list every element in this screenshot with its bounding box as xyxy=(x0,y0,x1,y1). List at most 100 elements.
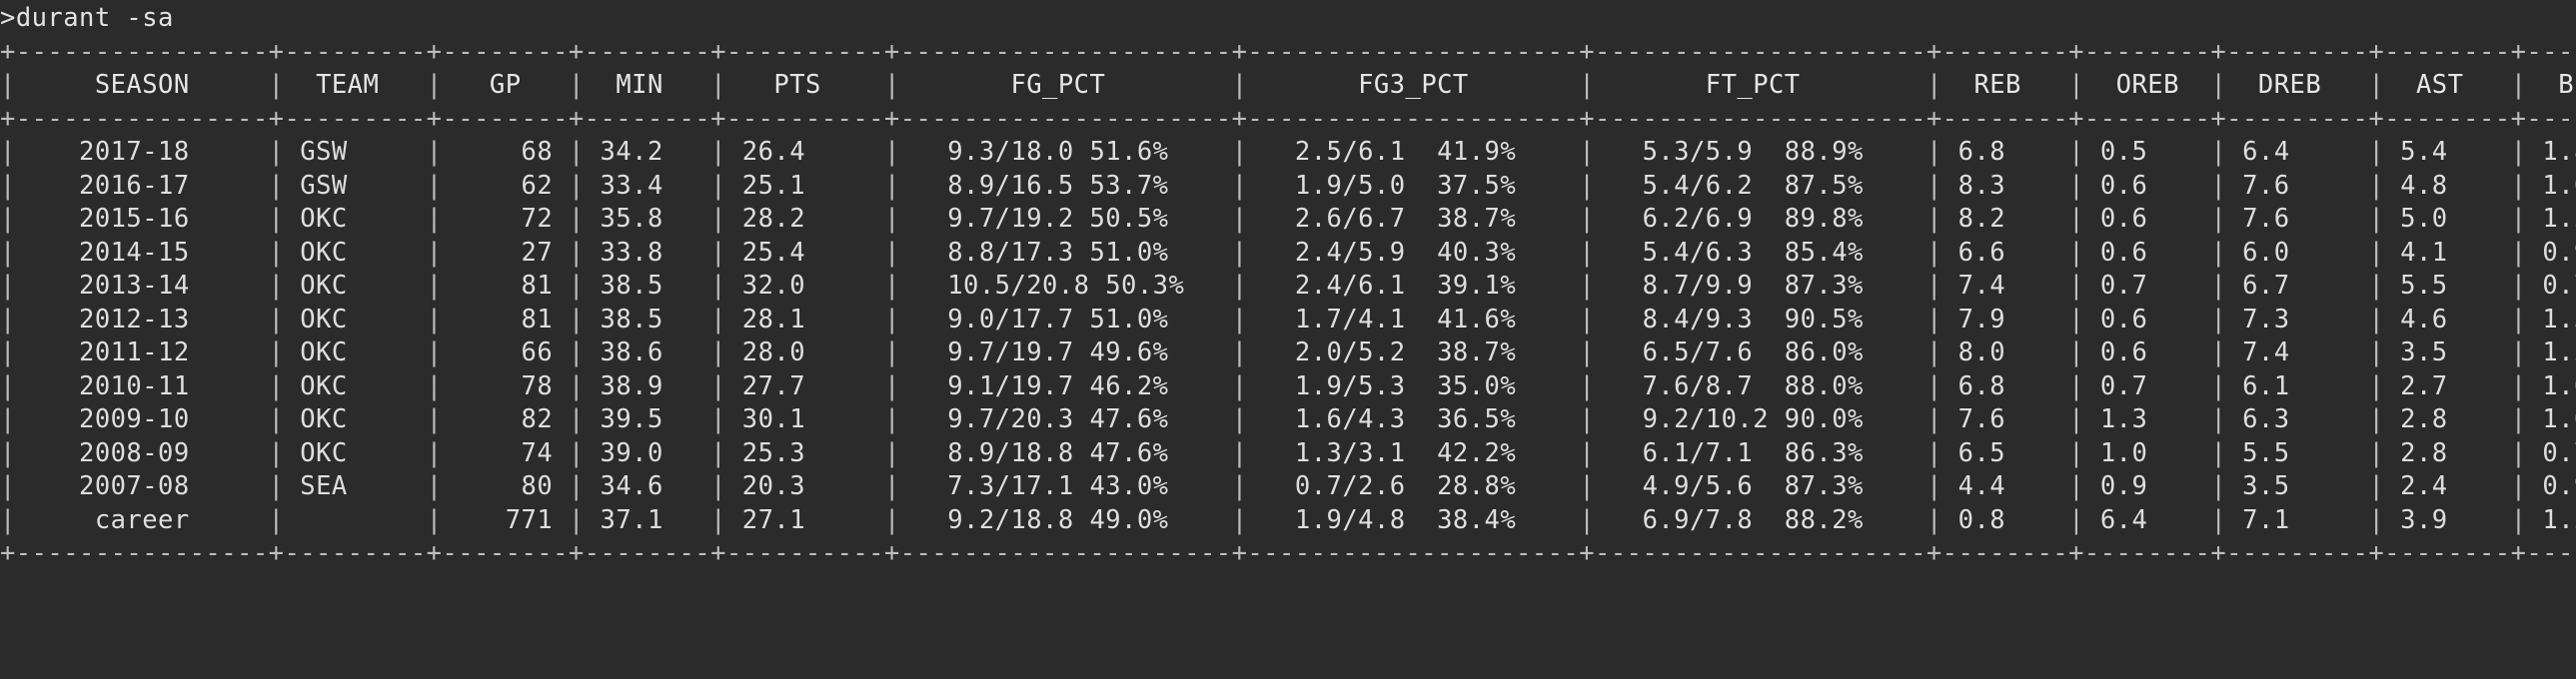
cell-fg3_pct: 2.6/6.7 38.7% xyxy=(1247,204,1580,234)
cell-season: career xyxy=(15,504,269,535)
prompt-symbol: > xyxy=(0,3,16,33)
cell-blk: 1.0 xyxy=(2542,370,2576,401)
cell-dreb: 6.4 xyxy=(2226,137,2369,167)
cell-fg_pct: 9.7/19.7 49.6% xyxy=(899,338,1232,367)
table-row: | 2008-09 | OKC | 74 | 39.0 | 25.3 | 8.9… xyxy=(0,437,2576,471)
cell-season: 2017-18 xyxy=(15,137,269,167)
stats-table: +----------------+---------+--------+---… xyxy=(0,36,2576,571)
cell-reb: 0.8 xyxy=(1941,504,2069,535)
cell-ft_pct: 7.6/8.7 88.0% xyxy=(1595,370,1928,401)
cell-ft_pct: 6.5/7.6 86.0% xyxy=(1595,338,1928,367)
cell-ast: 5.5 xyxy=(2384,271,2511,301)
cell-dreb: 3.5 xyxy=(2226,471,2369,501)
cell-team: GSW xyxy=(284,170,427,201)
cell-blk: 0.7 xyxy=(2542,437,2576,468)
cell-season: 2009-10 xyxy=(15,404,269,434)
cell-team: OKC xyxy=(284,304,427,335)
cell-dreb: 7.3 xyxy=(2226,304,2369,335)
cell-ft_pct: 6.1/7.1 86.3% xyxy=(1595,437,1928,468)
cell-ft_pct: 5.4/6.2 87.5% xyxy=(1595,170,1928,201)
cell-oreb: 0.6 xyxy=(2084,338,2211,367)
cell-oreb: 0.6 xyxy=(2084,304,2211,335)
cell-season: 2016-17 xyxy=(15,170,269,201)
cell-blk: 1.3 xyxy=(2542,304,2576,335)
table-row: | 2009-10 | OKC | 82 | 39.5 | 30.1 | 9.7… xyxy=(0,403,2576,437)
cell-fg3_pct: 1.9/5.0 37.5% xyxy=(1247,170,1580,201)
cell-gp: 82 xyxy=(442,404,569,434)
cell-pts: 30.1 xyxy=(725,404,885,434)
cell-reb: 8.3 xyxy=(1941,170,2069,201)
cell-oreb: 0.7 xyxy=(2084,271,2211,301)
cell-gp: 66 xyxy=(442,338,569,367)
table-row: | 2015-16 | OKC | 72 | 35.8 | 28.2 | 9.7… xyxy=(0,203,2576,237)
cell-min: 39.0 xyxy=(584,437,711,468)
header-reb: REB xyxy=(1941,70,2069,100)
header-min: MIN xyxy=(584,70,711,100)
cell-dreb: 6.0 xyxy=(2226,237,2369,268)
cell-reb: 6.6 xyxy=(1941,237,2069,268)
cell-min: 35.8 xyxy=(584,204,711,234)
table-row: | 2011-12 | OKC | 66 | 38.6 | 28.0 | 9.7… xyxy=(0,337,2576,370)
cell-dreb: 7.6 xyxy=(2226,170,2369,201)
cell-blk: 1.0 xyxy=(2542,404,2576,434)
cell-min: 38.5 xyxy=(584,304,711,335)
cell-ast: 2.8 xyxy=(2384,404,2511,434)
cell-team: OKC xyxy=(284,271,427,301)
cell-oreb: 1.0 xyxy=(2084,437,2211,468)
cell-ft_pct: 5.3/5.9 88.9% xyxy=(1595,137,1928,167)
command-text: durant -sa xyxy=(15,3,174,33)
cell-fg_pct: 9.1/19.7 46.2% xyxy=(899,370,1232,401)
cell-pts: 25.4 xyxy=(725,237,885,268)
cell-season: 2008-09 xyxy=(15,437,269,468)
cell-fg_pct: 8.8/17.3 51.0% xyxy=(899,237,1232,268)
cell-fg3_pct: 2.0/5.2 38.7% xyxy=(1247,338,1580,367)
cell-pts: 28.2 xyxy=(725,204,885,234)
cell-fg3_pct: 1.3/3.1 42.2% xyxy=(1247,437,1580,468)
cell-fg3_pct: 0.7/2.6 28.8% xyxy=(1247,471,1580,501)
cell-fg3_pct: 1.9/5.3 35.0% xyxy=(1247,370,1580,401)
cell-fg_pct: 9.7/20.3 47.6% xyxy=(899,404,1232,434)
command-line: >durant -sa xyxy=(0,2,2576,36)
cell-gp: 68 xyxy=(442,137,569,167)
cell-reb: 8.2 xyxy=(1941,204,2069,234)
header-blk: BLK xyxy=(2558,70,2576,100)
cell-ast: 2.8 xyxy=(2384,437,2511,468)
cell-ft_pct: 6.9/7.8 88.2% xyxy=(1595,504,1928,535)
cell-blk: 1.8 xyxy=(2542,137,2576,167)
cell-blk: 0.9 xyxy=(2542,471,2576,501)
table-row: | 2016-17 | GSW | 62 | 33.4 | 25.1 | 8.9… xyxy=(0,170,2576,204)
cell-season: 2013-14 xyxy=(15,271,269,301)
table-row: | 2007-08 | SEA | 80 | 34.6 | 20.3 | 7.3… xyxy=(0,470,2576,504)
header-dreb: DREB xyxy=(2226,70,2369,100)
header-season: SEASON xyxy=(15,70,269,100)
cell-gp: 78 xyxy=(442,370,569,401)
cell-reb: 7.4 xyxy=(1941,271,2069,301)
cell-ft_pct: 8.7/9.9 87.3% xyxy=(1595,271,1928,301)
cell-oreb: 0.6 xyxy=(2084,237,2211,268)
cell-gp: 27 xyxy=(442,237,569,268)
cell-team: OKC xyxy=(284,237,427,268)
cell-fg_pct: 9.3/18.0 51.6% xyxy=(899,137,1232,167)
cell-blk: 1.2 xyxy=(2542,204,2576,234)
cell-fg_pct: 9.2/18.8 49.0% xyxy=(899,504,1232,535)
table-row: | 2017-18 | GSW | 68 | 34.2 | 26.4 | 9.3… xyxy=(0,136,2576,170)
cell-blk: 1.2 xyxy=(2542,504,2576,535)
cell-ft_pct: 4.9/5.6 87.3% xyxy=(1595,471,1928,501)
cell-oreb: 6.4 xyxy=(2084,504,2211,535)
cell-fg3_pct: 1.9/4.8 38.4% xyxy=(1247,504,1580,535)
cell-min: 34.6 xyxy=(584,471,711,501)
cell-gp: 62 xyxy=(442,170,569,201)
cell-season: 2012-13 xyxy=(15,304,269,335)
cell-season: 2010-11 xyxy=(15,370,269,401)
cell-fg3_pct: 2.5/6.1 41.9% xyxy=(1247,137,1580,167)
cell-ast: 3.5 xyxy=(2384,338,2511,367)
table-border-bottom: +----------------+---------+--------+---… xyxy=(0,538,2576,568)
cell-pts: 28.1 xyxy=(725,304,885,335)
cell-ast: 4.8 xyxy=(2384,170,2511,201)
cell-fg_pct: 8.9/16.5 53.7% xyxy=(899,170,1232,201)
cell-gp: 771 xyxy=(442,504,569,535)
cell-oreb: 0.5 xyxy=(2084,137,2211,167)
cell-ast: 2.7 xyxy=(2384,370,2511,401)
cell-ft_pct: 8.4/9.3 90.5% xyxy=(1595,304,1928,335)
